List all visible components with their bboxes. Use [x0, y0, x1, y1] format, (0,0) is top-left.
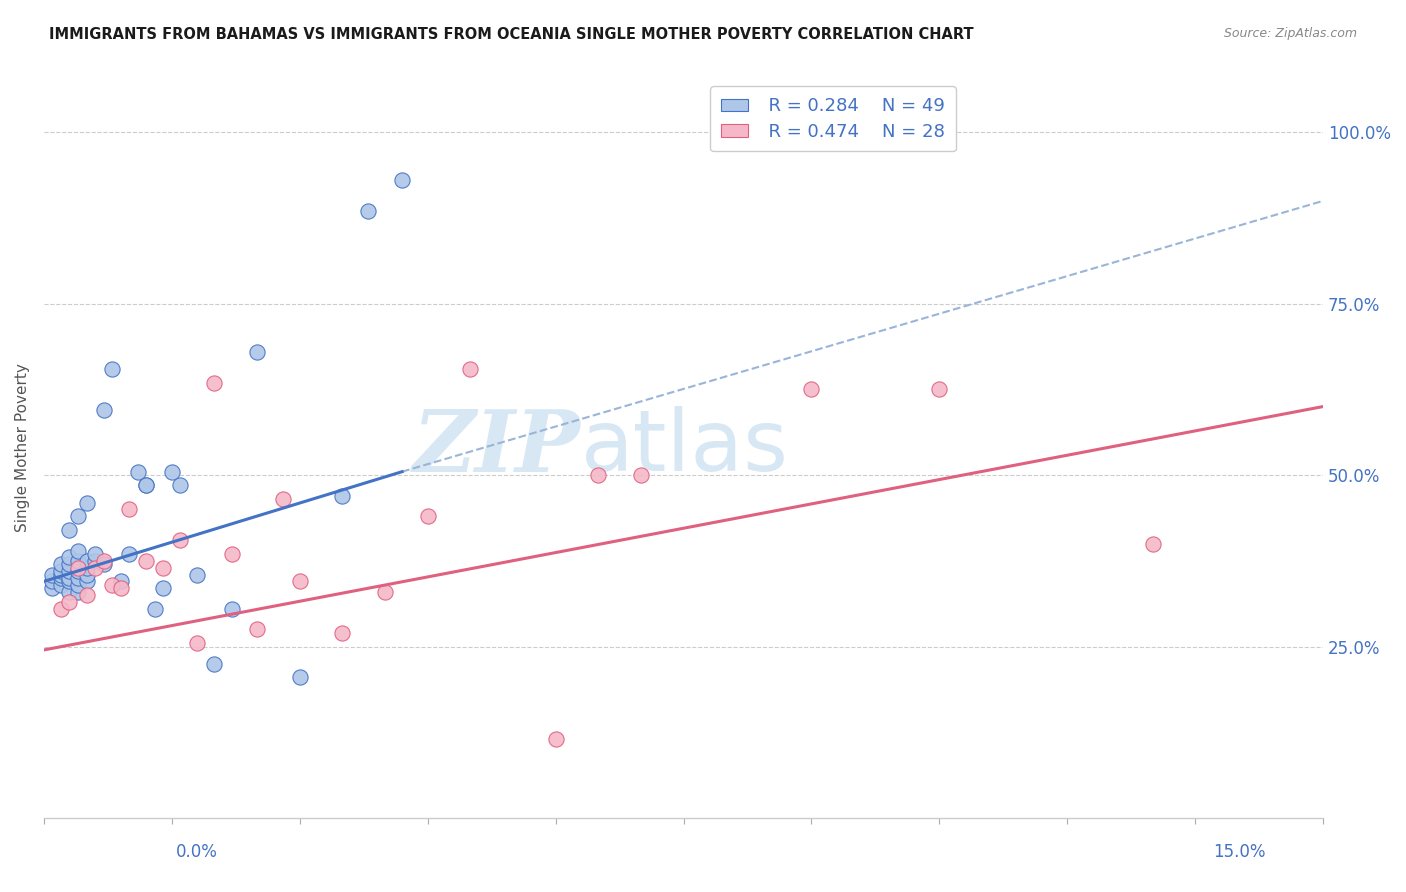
- Point: [93, 403, 115, 417]
- Point: [143, 602, 166, 616]
- Point: [221, 547, 243, 561]
- Legend:   R = 0.284    N = 49,   R = 0.474    N = 28: R = 0.284 N = 49, R = 0.474 N = 28: [710, 87, 956, 152]
- Point: [41, 567, 63, 582]
- Text: Source: ZipAtlas.com: Source: ZipAtlas.com: [1223, 27, 1357, 40]
- Point: [49, 578, 72, 592]
- Point: [101, 578, 124, 592]
- Point: [49, 602, 72, 616]
- Point: [58, 523, 80, 537]
- Text: atlas: atlas: [581, 406, 789, 489]
- Point: [66, 578, 89, 592]
- Point: [221, 602, 243, 616]
- Point: [288, 574, 311, 589]
- Point: [58, 564, 80, 578]
- Point: [76, 554, 98, 568]
- Text: 15.0%: 15.0%: [1213, 843, 1265, 861]
- Point: [93, 554, 115, 568]
- Point: [1142, 536, 1164, 550]
- Point: [110, 574, 132, 589]
- Point: [49, 571, 72, 585]
- Point: [118, 502, 141, 516]
- Point: [84, 554, 107, 568]
- Point: [391, 173, 413, 187]
- Point: [169, 478, 191, 492]
- Point: [58, 571, 80, 585]
- Point: [58, 574, 80, 589]
- Point: [49, 558, 72, 572]
- Point: [101, 361, 124, 376]
- Point: [49, 567, 72, 582]
- Point: [66, 584, 89, 599]
- Point: [357, 204, 380, 219]
- Point: [135, 478, 157, 492]
- Point: [127, 465, 149, 479]
- Point: [84, 547, 107, 561]
- Point: [544, 732, 567, 747]
- Point: [135, 478, 157, 492]
- Point: [58, 584, 80, 599]
- Point: [66, 543, 89, 558]
- Point: [76, 495, 98, 509]
- Point: [332, 489, 354, 503]
- Point: [928, 383, 950, 397]
- Point: [204, 376, 226, 390]
- Point: [246, 623, 269, 637]
- Point: [271, 492, 294, 507]
- Point: [76, 574, 98, 589]
- Point: [800, 383, 823, 397]
- Point: [204, 657, 226, 671]
- Point: [58, 558, 80, 572]
- Point: [76, 560, 98, 574]
- Text: 0.0%: 0.0%: [176, 843, 218, 861]
- Point: [84, 560, 107, 574]
- Point: [58, 550, 80, 565]
- Point: [66, 571, 89, 585]
- Point: [76, 588, 98, 602]
- Point: [169, 533, 191, 548]
- Point: [416, 509, 439, 524]
- Point: [66, 509, 89, 524]
- Point: [288, 670, 311, 684]
- Point: [586, 468, 609, 483]
- Point: [58, 595, 80, 609]
- Point: [135, 554, 157, 568]
- Point: [630, 468, 652, 483]
- Point: [66, 560, 89, 574]
- Point: [118, 547, 141, 561]
- Point: [332, 625, 354, 640]
- Point: [66, 564, 89, 578]
- Point: [186, 636, 208, 650]
- Point: [110, 581, 132, 595]
- Point: [458, 361, 481, 376]
- Point: [152, 560, 174, 574]
- Point: [66, 554, 89, 568]
- Text: ZIP: ZIP: [413, 406, 581, 490]
- Point: [93, 558, 115, 572]
- Point: [246, 344, 269, 359]
- Point: [160, 465, 183, 479]
- Point: [152, 581, 174, 595]
- Y-axis label: Single Mother Poverty: Single Mother Poverty: [15, 363, 30, 533]
- Point: [41, 574, 63, 589]
- Point: [76, 567, 98, 582]
- Point: [186, 567, 208, 582]
- Point: [374, 584, 396, 599]
- Text: IMMIGRANTS FROM BAHAMAS VS IMMIGRANTS FROM OCEANIA SINGLE MOTHER POVERTY CORRELA: IMMIGRANTS FROM BAHAMAS VS IMMIGRANTS FR…: [49, 27, 974, 42]
- Point: [41, 581, 63, 595]
- Point: [49, 564, 72, 578]
